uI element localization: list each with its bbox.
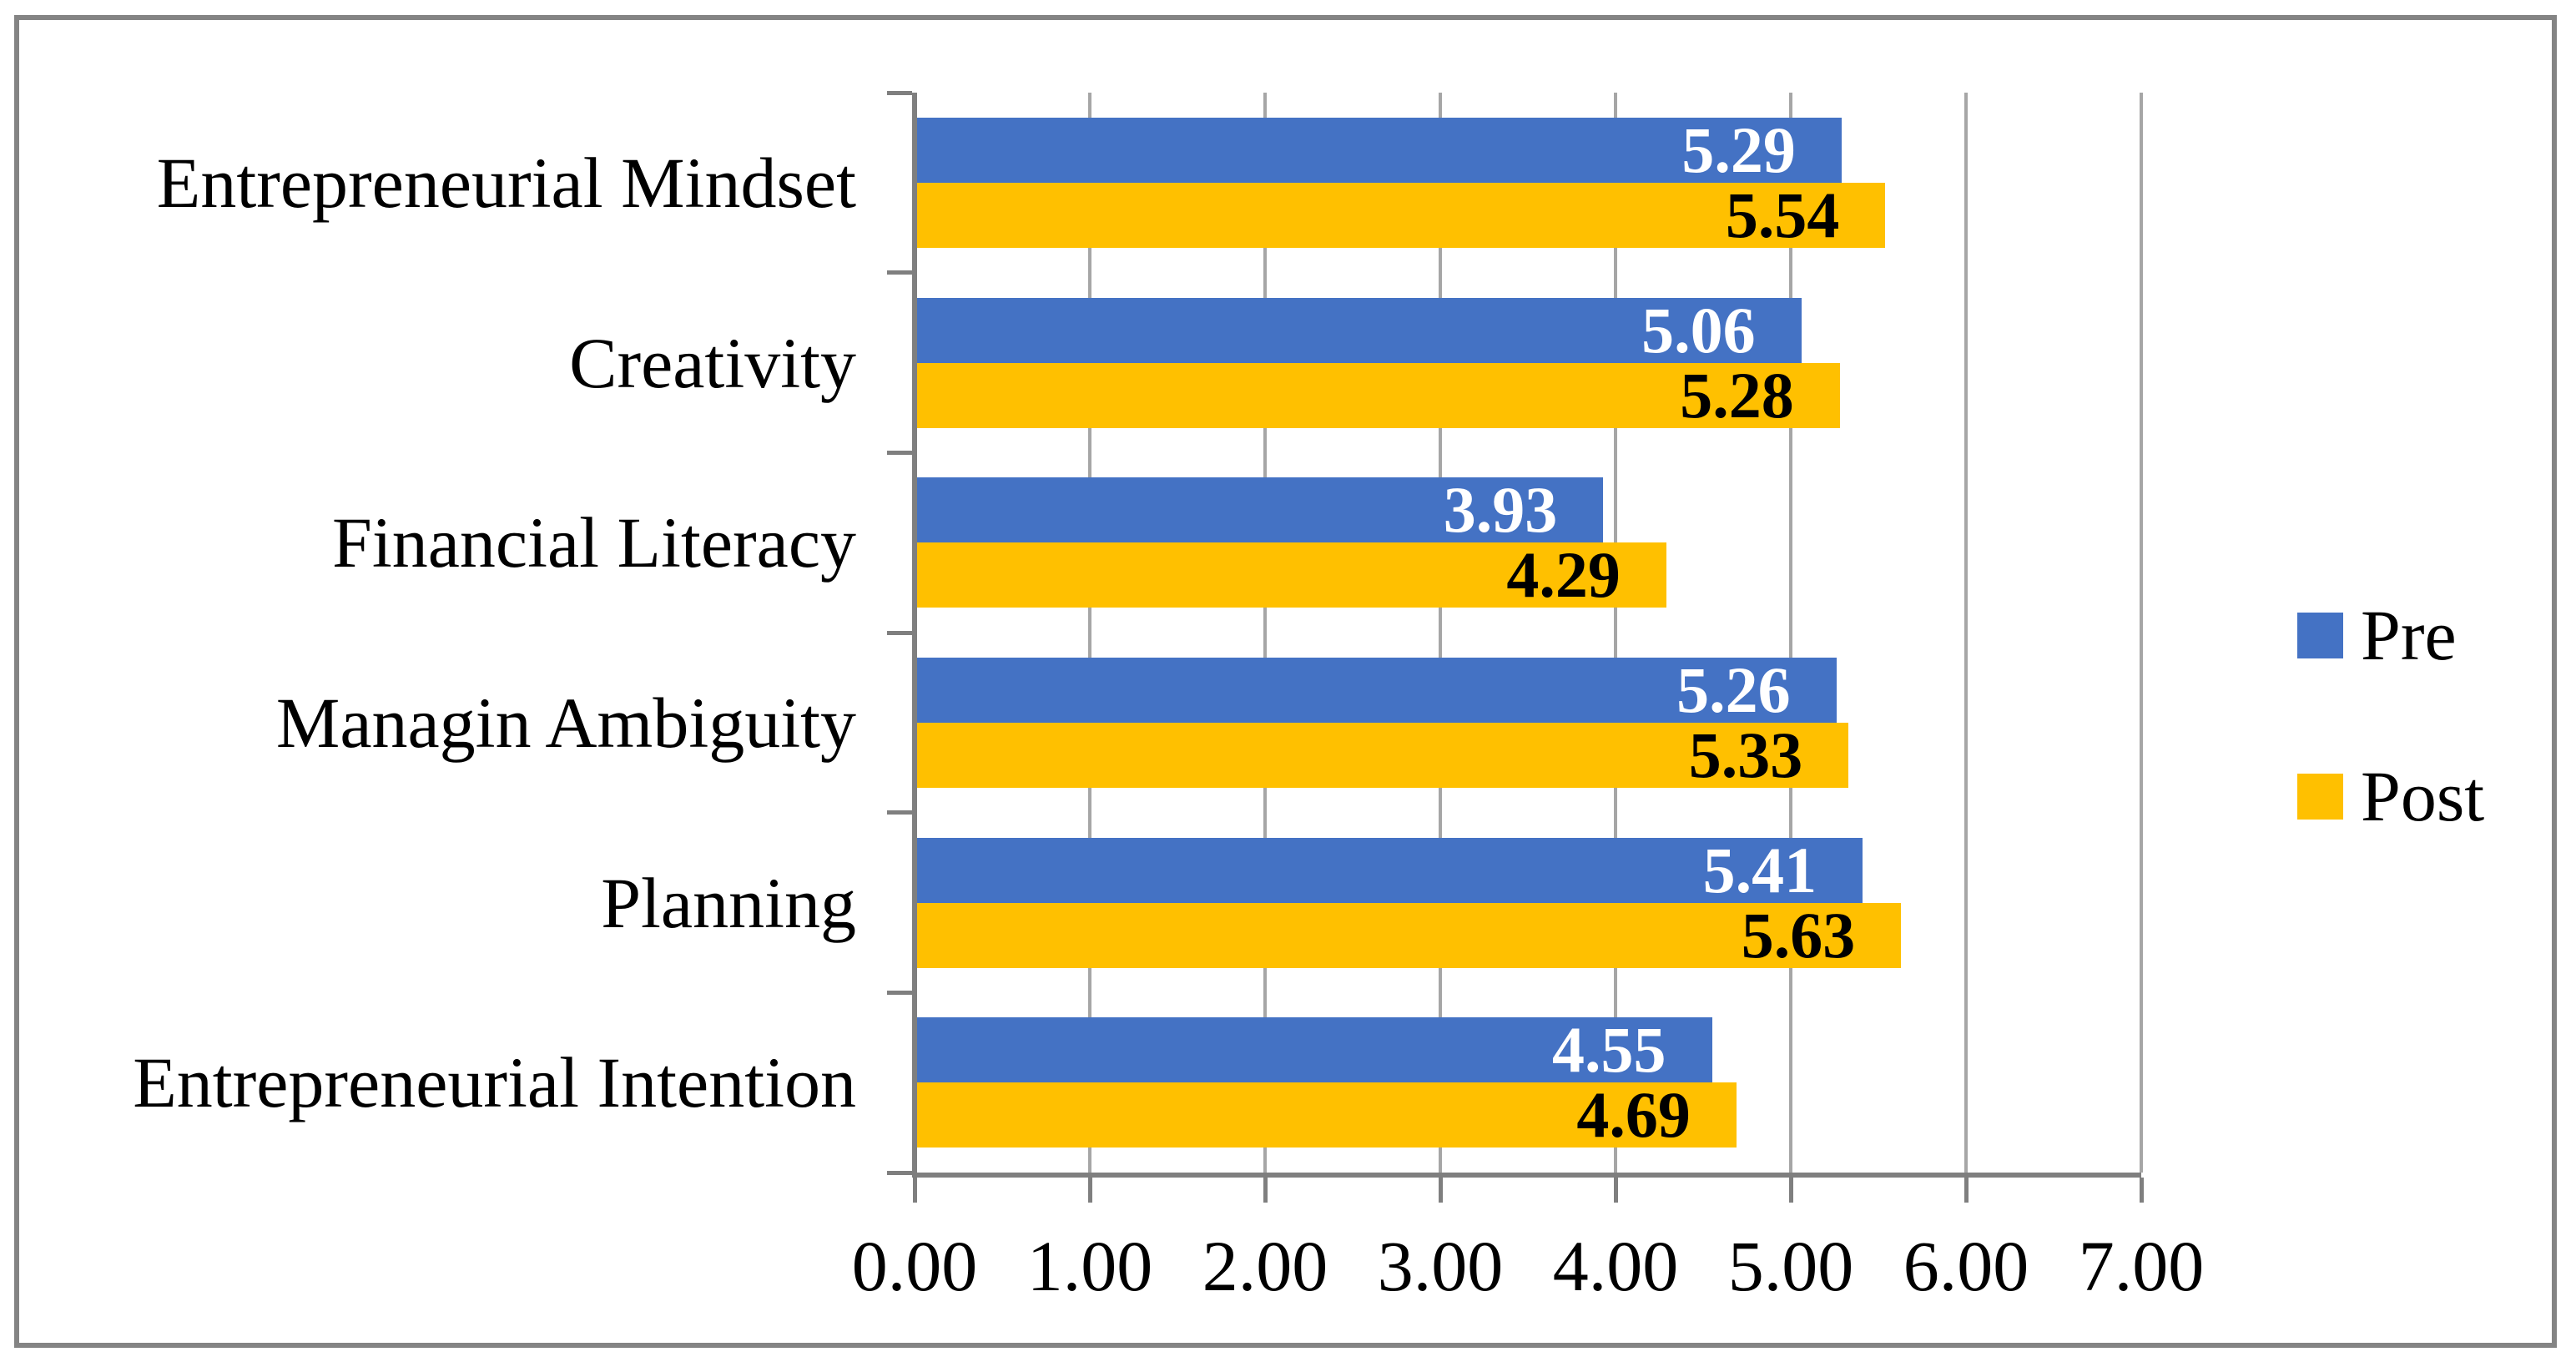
bar-pre: 5.41 — [915, 833, 1863, 906]
legend-swatch-post-icon — [2297, 773, 2343, 820]
bar-post: 4.29 — [915, 542, 1666, 608]
category-label: Financial Literacy — [332, 502, 856, 583]
bar-value-label: 4.29 — [1506, 538, 1621, 612]
x-tick-label: 3.00 — [1377, 1226, 1504, 1306]
gridline — [1263, 93, 1267, 1173]
bar-pre: 5.29 — [915, 113, 1842, 186]
gridline — [1614, 93, 1617, 1173]
y-axis-tick — [887, 990, 912, 995]
category-label: Entrepreneurial Intention — [133, 1042, 856, 1123]
bar-post: 5.63 — [915, 898, 1902, 971]
bar-pre: 3.93 — [915, 473, 1604, 547]
bar-value-label: 5.29 — [1681, 113, 1796, 186]
x-axis-tick — [1614, 1178, 1618, 1203]
x-axis-tick — [1439, 1178, 1443, 1203]
y-axis-tick — [887, 1170, 912, 1175]
x-tick-label: 1.00 — [1026, 1226, 1153, 1306]
bar-value-label: 5.06 — [1641, 293, 1756, 366]
gridline — [1964, 93, 1968, 1173]
x-tick-label: 5.00 — [1727, 1226, 1854, 1306]
bar-value-label: 4.55 — [1552, 1013, 1666, 1087]
x-axis-tick — [2140, 1178, 2144, 1203]
y-axis-line — [912, 93, 917, 1178]
bar-value-label: 5.54 — [1725, 178, 1840, 251]
bar-value-label: 5.33 — [1688, 718, 1803, 791]
y-axis-tick — [887, 270, 912, 275]
bar-value-label: 3.93 — [1443, 473, 1558, 547]
bar-post: 5.28 — [915, 358, 1840, 431]
bar-post: 5.54 — [915, 178, 1886, 251]
bar-post: 4.69 — [915, 1082, 1737, 1148]
x-axis-tick — [1964, 1178, 1969, 1203]
x-axis-tick — [1088, 1178, 1092, 1203]
x-tick-label: 0.00 — [851, 1226, 978, 1306]
x-axis-tick — [1789, 1178, 1793, 1203]
y-axis-tick — [887, 90, 912, 95]
category-label: Planning — [601, 862, 856, 943]
bar-value-label: 5.28 — [1680, 358, 1794, 431]
gridline — [1088, 93, 1091, 1173]
legend: Pre Post — [2297, 599, 2484, 832]
x-tick-label: 6.00 — [1903, 1226, 2029, 1306]
bar-value-label: 5.41 — [1702, 833, 1817, 906]
legend-swatch-pre-icon — [2297, 612, 2343, 658]
bar-pre: 5.26 — [915, 653, 1837, 726]
category-label: Managin Ambiguity — [275, 682, 856, 763]
legend-item-post: Post — [2297, 760, 2484, 832]
category-label: Entrepreneurial Mindset — [156, 142, 856, 223]
y-axis-tick — [887, 630, 912, 635]
bar-value-label: 5.63 — [1741, 898, 1856, 971]
legend-label-pre: Pre — [2361, 595, 2457, 675]
bar-value-label: 4.69 — [1576, 1078, 1691, 1152]
category-label: Creativity — [569, 322, 856, 403]
legend-label-post: Post — [2361, 756, 2485, 836]
bar-post: 5.33 — [915, 718, 1849, 791]
legend-item-pre: Pre — [2297, 599, 2484, 671]
x-tick-label: 4.00 — [1552, 1226, 1679, 1306]
bar-pre: 4.55 — [915, 1013, 1712, 1087]
x-tick-label: 2.00 — [1202, 1226, 1328, 1306]
x-tick-label: 7.00 — [2078, 1226, 2205, 1306]
y-axis-tick — [887, 450, 912, 455]
gridline — [2140, 93, 2143, 1173]
x-axis-line — [915, 1173, 2141, 1178]
x-axis-tick — [913, 1178, 917, 1203]
gridline — [1789, 93, 1792, 1173]
y-axis-tick — [887, 810, 912, 815]
bar-pre: 5.06 — [915, 293, 1802, 366]
gridline — [1439, 93, 1442, 1173]
bar-value-label: 5.26 — [1676, 653, 1791, 726]
x-axis-tick — [1263, 1178, 1268, 1203]
figure-border — [14, 15, 2557, 1348]
